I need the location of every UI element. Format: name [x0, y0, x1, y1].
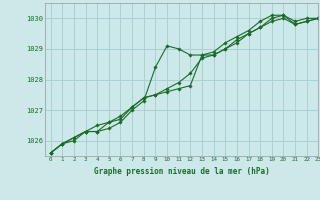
X-axis label: Graphe pression niveau de la mer (hPa): Graphe pression niveau de la mer (hPa): [94, 167, 269, 176]
